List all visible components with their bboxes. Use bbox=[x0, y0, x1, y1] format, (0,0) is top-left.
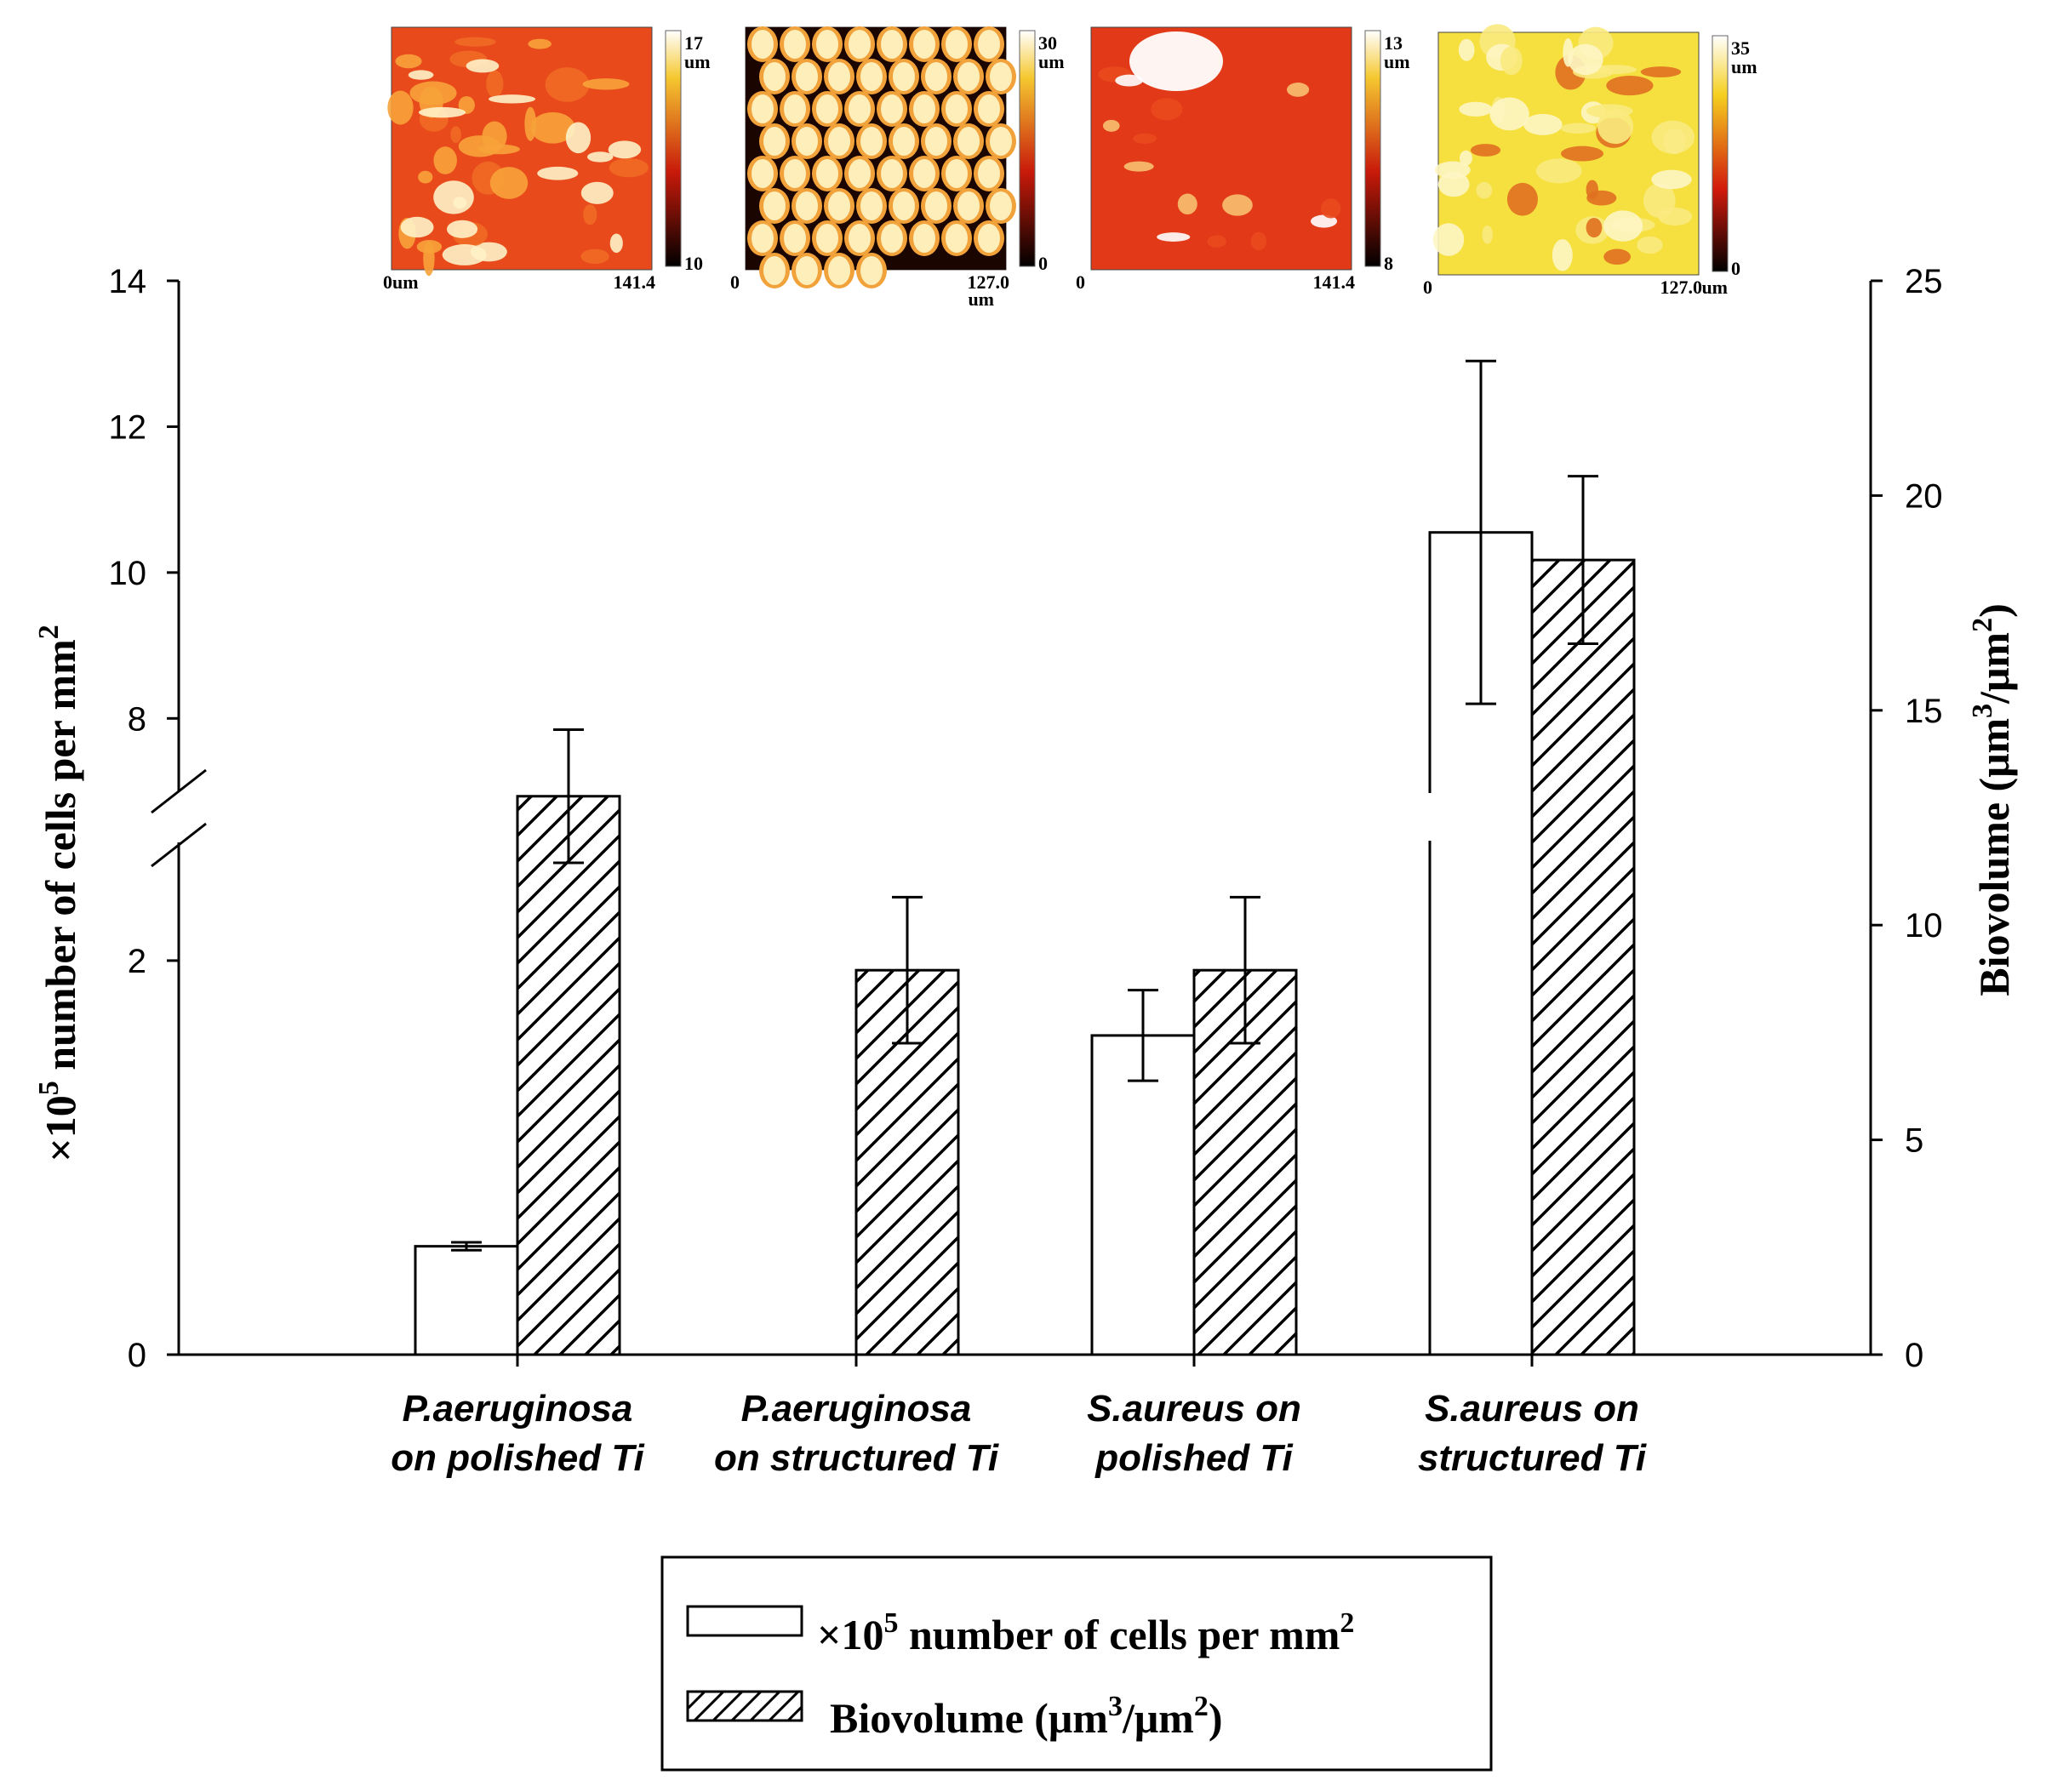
afm-colorbar-min: 0 bbox=[1038, 253, 1048, 274]
afm-x-start: 0 bbox=[1076, 271, 1085, 293]
afm-x-end: 141.4 bbox=[614, 271, 656, 293]
afm-colorbar-max: 17 bbox=[684, 32, 703, 54]
axis-break-mark-lower bbox=[151, 822, 207, 868]
right-tick-label: 25 bbox=[1905, 263, 1943, 300]
afm-x-start: 0 bbox=[730, 271, 740, 293]
afm-colorbar-unit: um bbox=[684, 51, 711, 72]
afm-x-start: 0um bbox=[383, 271, 419, 293]
category-label: S.aureus on polished Ti bbox=[1087, 1388, 1301, 1479]
right-tick-label: 5 bbox=[1905, 1122, 1923, 1160]
left-axis-ticks: 0 2 8 10 12 14 bbox=[109, 263, 179, 1374]
right-tick-label: 20 bbox=[1905, 477, 1943, 515]
right-tick-label: 10 bbox=[1905, 907, 1943, 945]
category-label: S.aureus on structured Ti bbox=[1418, 1388, 1647, 1479]
left-tick-label: 14 bbox=[109, 263, 147, 300]
legend-label-cells: ×105 number of cells per mm2 bbox=[817, 1607, 1354, 1658]
error-bar-cells bbox=[1466, 359, 1496, 705]
bar-cells bbox=[414, 1245, 519, 1356]
afm-colorbar-min: 8 bbox=[1384, 253, 1393, 274]
error-bar-biovolume bbox=[1230, 895, 1260, 1045]
category-label: P.aeruginosa on polished Ti bbox=[391, 1388, 644, 1479]
right-tick-label: 0 bbox=[1905, 1337, 1923, 1374]
afm-colorbar bbox=[1712, 35, 1729, 272]
afm-colorbar bbox=[1364, 30, 1381, 267]
left-tick-label: 12 bbox=[109, 408, 147, 446]
error-bar-cells bbox=[1128, 989, 1158, 1082]
category-labels: P.aeruginosa on polished Ti P.aeruginosa on… bbox=[391, 1388, 1647, 1479]
category-label: P.aeruginosa on structured Ti bbox=[714, 1388, 999, 1479]
afm-colorbar-max: 30 bbox=[1038, 32, 1057, 54]
bar-break-gap bbox=[1426, 793, 1433, 841]
axis-break-mark-upper bbox=[151, 768, 207, 814]
left-tick-label: 10 bbox=[109, 555, 147, 592]
afm-colorbar bbox=[665, 30, 682, 267]
afm-colorbar-min: 0 bbox=[1731, 258, 1740, 279]
error-bar-biovolume bbox=[892, 895, 923, 1045]
legend-label-biovolume: Biovolume (μm3/μm2) bbox=[830, 1691, 1222, 1742]
error-bar-biovolume bbox=[1568, 475, 1598, 646]
legend: ×105 number of cells per mm2 Biovolume (… bbox=[660, 1555, 1493, 1772]
legend-frame bbox=[660, 1555, 1493, 1772]
afm-x-end: 127.0 bbox=[968, 271, 1010, 293]
left-tick-label: 0 bbox=[128, 1337, 146, 1374]
left-tick-label: 8 bbox=[128, 700, 146, 738]
afm-x-end: 127.0 bbox=[1660, 277, 1703, 298]
afm-colorbar-unit: um bbox=[1038, 51, 1065, 72]
error-bar-biovolume bbox=[553, 728, 584, 865]
right-tick-label: 15 bbox=[1905, 693, 1943, 730]
afm-colorbar-unit: um bbox=[1731, 56, 1757, 77]
bar-biovolume bbox=[1530, 558, 1636, 1356]
legend-swatch-cells bbox=[686, 1605, 803, 1637]
afm-colorbar-min: 10 bbox=[684, 253, 703, 274]
left-tick-label: 2 bbox=[128, 943, 146, 980]
afm-colorbar-unit: um bbox=[1384, 51, 1410, 72]
left-axis-title: ×105 number of cells per mm2 bbox=[33, 625, 84, 1161]
afm-x-end: 141.4 bbox=[1313, 271, 1356, 293]
afm-x-unit: um bbox=[968, 288, 994, 310]
afm-colorbar-max: 35 bbox=[1731, 37, 1750, 59]
afm-colorbar-max: 13 bbox=[1384, 32, 1403, 54]
right-axis-ticks: 0 5 10 15 20 25 bbox=[1871, 263, 1943, 1374]
bar-cells bbox=[1090, 1034, 1196, 1356]
afm-x-start: 0 bbox=[1423, 277, 1432, 298]
bars bbox=[414, 359, 1636, 1367]
legend-swatch-biovolume bbox=[686, 1690, 803, 1722]
bar-biovolume bbox=[516, 795, 621, 1356]
error-bar-cells bbox=[451, 1241, 482, 1252]
afm-colorbar bbox=[1019, 30, 1036, 267]
afm-x-unit: um bbox=[1701, 277, 1728, 298]
right-axis-title: Biovolume (μm3/μm2) bbox=[1967, 603, 2018, 996]
